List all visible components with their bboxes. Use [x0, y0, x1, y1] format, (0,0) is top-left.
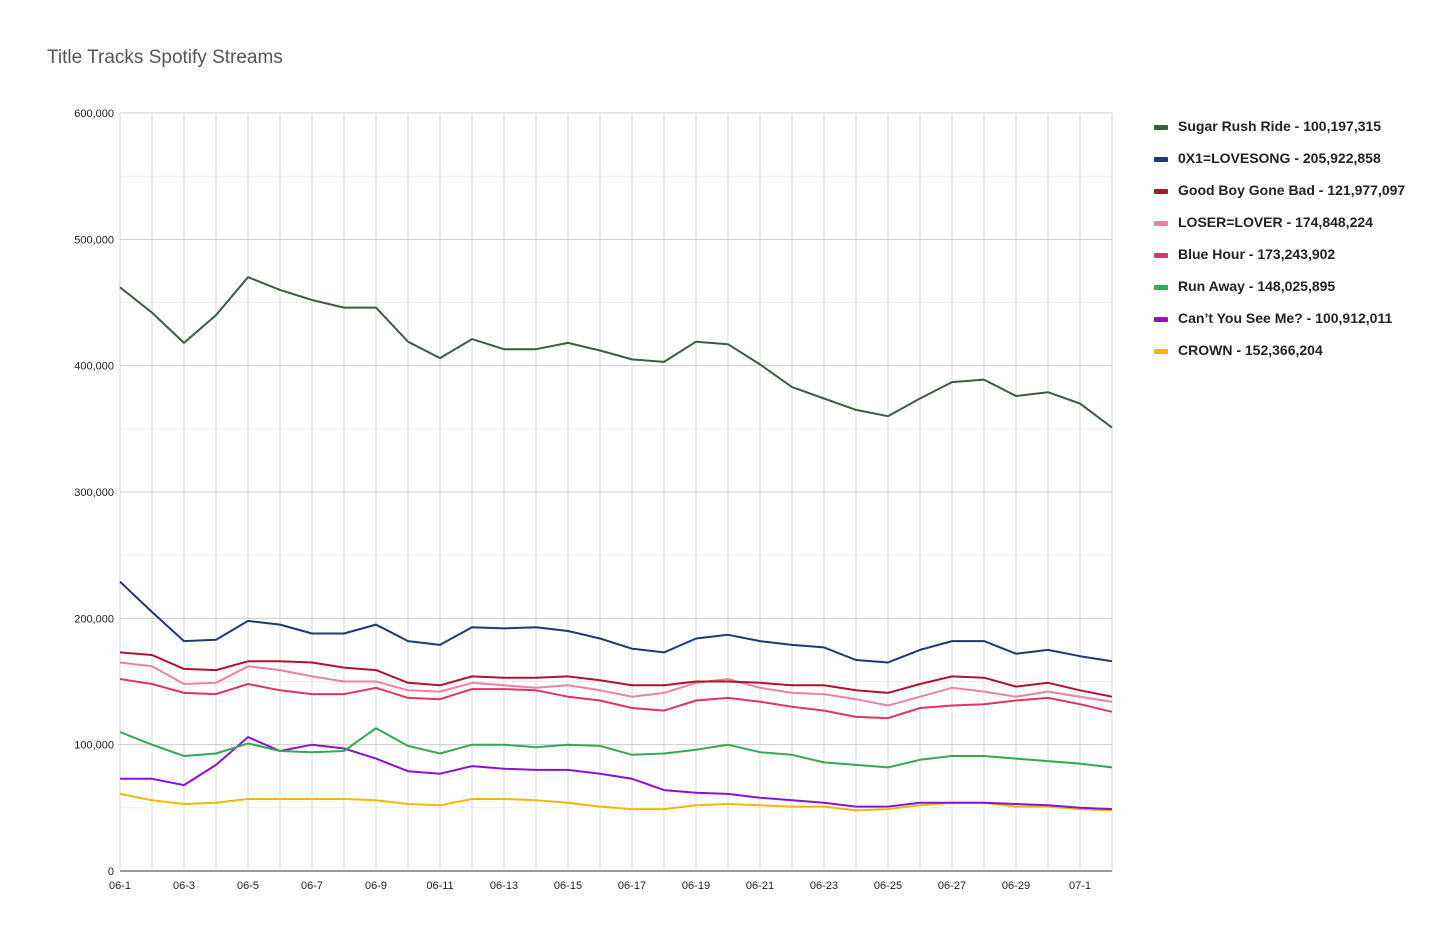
x-tick-label: 06-21: [746, 880, 774, 892]
series-line: [119, 661, 1113, 707]
x-tick-label: 06-27: [938, 880, 966, 892]
series-line: [119, 580, 1113, 664]
axes: 0 100,000 200,000 300,000 400,000 500,000 600,…: [74, 108, 1091, 892]
x-tick-label: 07-1: [1069, 880, 1091, 892]
legend-label: Good Boy Gone Bad - 121,977,097: [1178, 182, 1406, 198]
x-tick-label: 06-25: [874, 880, 902, 892]
legend-label: Sugar Rush Ride - 100,197,315: [1178, 118, 1382, 134]
legend-swatch: [1154, 125, 1168, 130]
legend-label: 0X1=LOVESONG - 205,922,858: [1178, 150, 1381, 166]
legend-item: Can’t You See Me? - 100,912,011: [1154, 310, 1424, 342]
y-tick-label: 400,000: [74, 361, 114, 373]
legend-swatch: [1154, 221, 1168, 226]
series-line: [119, 651, 1113, 698]
x-tick-label: 06-29: [1002, 880, 1030, 892]
legend-swatch: [1154, 349, 1168, 354]
x-tick-label: 06-9: [365, 880, 387, 892]
series-line: [120, 736, 1113, 811]
y-tick-label: 200,000: [74, 613, 114, 625]
series-line: [119, 727, 1113, 769]
legend-label: Can’t You See Me? - 100,912,011: [1178, 310, 1393, 326]
legend: Sugar Rush Ride - 100,197,315 0X1=LOVESON…: [1154, 118, 1424, 374]
y-tick-label: 300,000: [74, 487, 114, 499]
series-lines: [119, 276, 1113, 812]
y-tick-label: 0: [108, 866, 114, 878]
legend-label: CROWN - 152,366,204: [1178, 342, 1323, 358]
legend-swatch: [1154, 317, 1168, 322]
legend-label: Run Away - 148,025,895: [1178, 278, 1336, 294]
chart-title: Title Tracks Spotify Streams: [47, 47, 283, 68]
legend-swatch: [1154, 157, 1168, 162]
gridlines: [119, 112, 1113, 872]
legend-item: CROWN - 152,366,204: [1154, 342, 1424, 374]
y-tick-label: 100,000: [74, 740, 114, 752]
x-tick-label: 06-17: [618, 880, 646, 892]
legend-item: Blue Hour - 173,243,902: [1154, 246, 1424, 278]
legend-item: Good Boy Gone Bad - 121,977,097: [1154, 182, 1424, 214]
legend-swatch: [1154, 189, 1168, 194]
x-tick-label: 06-3: [173, 880, 195, 892]
x-tick-label: 06-7: [301, 880, 323, 892]
legend-label: Blue Hour - 173,243,902: [1178, 246, 1336, 262]
legend-item: Sugar Rush Ride - 100,197,315: [1154, 118, 1424, 150]
x-tick-label: 06-11: [426, 880, 453, 892]
legend-swatch: [1154, 253, 1168, 258]
x-tick-label: 06-19: [682, 880, 710, 892]
x-tick-label: 06-5: [237, 880, 259, 892]
x-tick-label: 06-15: [554, 880, 582, 892]
legend-item: Run Away - 148,025,895: [1154, 278, 1424, 310]
series-line: [119, 678, 1113, 720]
legend-item: LOSER=LOVER - 174,848,224: [1154, 214, 1424, 246]
x-tick-label: 06-23: [810, 880, 838, 892]
legend-swatch: [1154, 285, 1168, 290]
y-tick-label: 600,000: [74, 108, 114, 120]
series-line: [119, 276, 1113, 429]
legend-label: LOSER=LOVER - 174,848,224: [1178, 214, 1373, 230]
legend-item: 0X1=LOVESONG - 205,922,858: [1154, 150, 1424, 182]
x-tick-label: 06-13: [490, 880, 518, 892]
y-tick-label: 500,000: [74, 234, 114, 246]
x-tick-label: 06-1: [109, 880, 131, 892]
